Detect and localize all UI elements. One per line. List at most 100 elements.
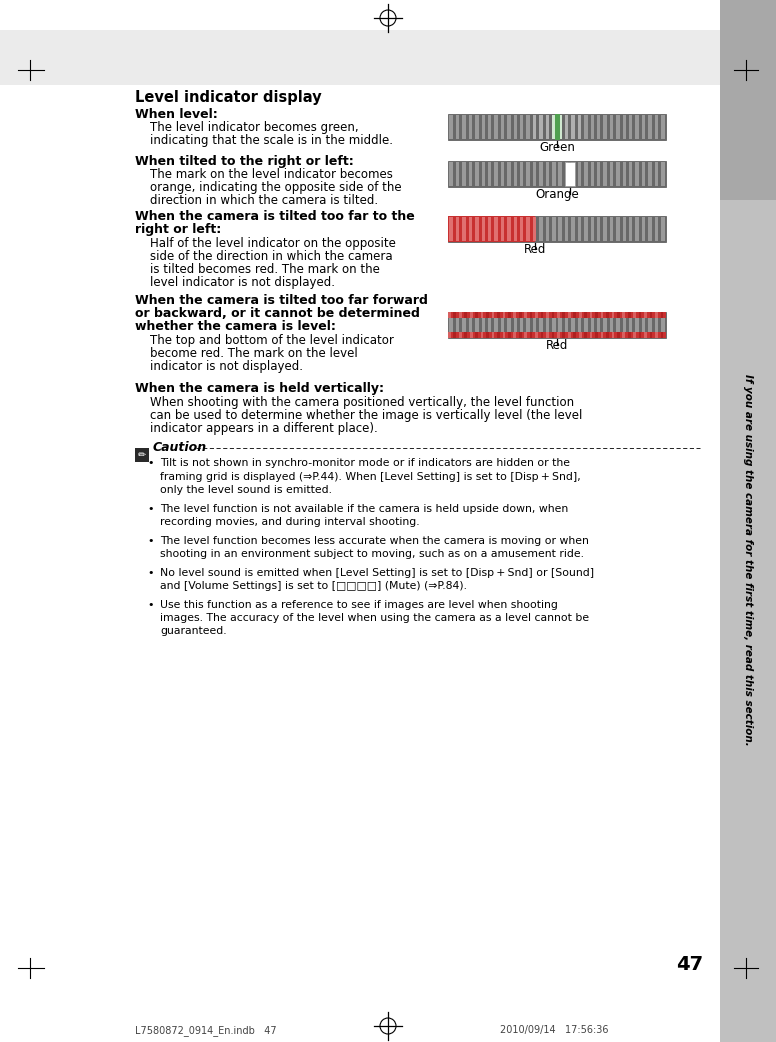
Bar [629, 217, 632, 241]
Bar [462, 115, 466, 139]
Bar [514, 163, 517, 185]
Bar [526, 217, 530, 241]
Bar [530, 332, 532, 338]
Bar [514, 318, 517, 332]
Bar [610, 217, 613, 241]
Bar [488, 318, 491, 332]
Bar [655, 115, 658, 139]
Bar [533, 217, 536, 241]
Bar [591, 318, 594, 332]
Bar [448, 114, 666, 140]
Bar [565, 162, 575, 187]
Bar [449, 318, 453, 332]
Text: framing grid is displayed (⇒P.44). When [Level Setting] is set to [Disp + Snd],: framing grid is displayed (⇒P.44). When … [160, 471, 580, 481]
Bar [650, 332, 653, 338]
Bar [629, 163, 632, 185]
Bar [595, 312, 598, 318]
Text: right or left:: right or left: [135, 223, 221, 235]
Text: Tilt is not shown in synchro-monitor mode or if indicators are hidden or the: Tilt is not shown in synchro-monitor mod… [160, 458, 570, 468]
Bar [135, 448, 149, 462]
Text: •: • [147, 536, 154, 546]
Bar [448, 332, 451, 338]
Bar [655, 312, 658, 318]
Bar [481, 217, 485, 241]
Bar [552, 332, 554, 338]
Bar [584, 312, 587, 318]
Bar [535, 332, 538, 338]
Text: Green: Green [539, 141, 575, 154]
Bar [660, 312, 663, 318]
Bar [661, 115, 664, 139]
Bar [648, 115, 652, 139]
Bar [0, 30, 720, 85]
Bar [597, 217, 601, 241]
Bar [475, 115, 479, 139]
Bar [720, 0, 776, 200]
Bar [464, 312, 467, 318]
Bar [448, 312, 451, 318]
Text: indicator appears in a different place).: indicator appears in a different place). [150, 422, 378, 435]
Bar [559, 115, 562, 139]
Bar [573, 332, 576, 338]
Bar [591, 115, 594, 139]
Bar [456, 115, 459, 139]
Bar [622, 115, 626, 139]
Text: ✏: ✏ [138, 450, 146, 460]
Bar [519, 332, 521, 338]
Bar [448, 216, 535, 242]
Bar [552, 115, 556, 139]
Bar [601, 312, 603, 318]
Text: The level indicator becomes green,: The level indicator becomes green, [150, 121, 359, 134]
Bar [481, 318, 485, 332]
Bar [577, 318, 581, 332]
Text: can be used to determine whether the image is vertically level (the level: can be used to determine whether the ima… [150, 410, 582, 422]
Bar [526, 318, 530, 332]
Bar [597, 115, 601, 139]
Bar [568, 312, 570, 318]
Bar [492, 332, 494, 338]
Bar [546, 318, 549, 332]
Bar [636, 163, 639, 185]
Text: L7580872_0914_En.indb   47: L7580872_0914_En.indb 47 [135, 1025, 276, 1036]
Text: •: • [147, 503, 154, 514]
Bar [571, 217, 575, 241]
Text: only the level sound is emitted.: only the level sound is emitted. [160, 485, 332, 495]
Text: When shooting with the camera positioned vertically, the level function: When shooting with the camera positioned… [150, 396, 574, 410]
Bar [514, 217, 517, 241]
Text: •: • [147, 458, 154, 468]
Text: whether the camera is level:: whether the camera is level: [135, 320, 336, 333]
Text: Red: Red [524, 243, 546, 256]
Bar [462, 163, 466, 185]
Bar [557, 312, 559, 318]
Text: indicating that the scale is in the middle.: indicating that the scale is in the midd… [150, 134, 393, 147]
Text: shooting in an environment subject to moving, such as on a amusement ride.: shooting in an environment subject to mo… [160, 549, 584, 559]
Bar [459, 332, 462, 338]
Text: direction in which the camera is tilted.: direction in which the camera is tilted. [150, 194, 378, 207]
Bar [590, 332, 592, 338]
Bar [597, 318, 601, 332]
Bar [655, 318, 658, 332]
Bar [546, 312, 549, 318]
Bar [469, 115, 473, 139]
Bar [475, 318, 479, 332]
Bar [617, 312, 620, 318]
Bar [559, 318, 562, 332]
Bar [492, 312, 494, 318]
Text: become red. The mark on the level: become red. The mark on the level [150, 347, 358, 359]
Bar [514, 115, 517, 139]
Bar [563, 332, 565, 338]
Bar [655, 332, 658, 338]
Bar [603, 115, 607, 139]
Bar [546, 332, 549, 338]
Bar [633, 312, 636, 318]
Bar [514, 332, 516, 338]
Bar [610, 318, 613, 332]
Bar [584, 115, 587, 139]
Text: Half of the level indicator on the opposite: Half of the level indicator on the oppos… [150, 237, 396, 250]
Bar [520, 115, 524, 139]
Bar [501, 163, 504, 185]
Bar [546, 163, 549, 185]
Bar [539, 318, 542, 332]
Bar [633, 332, 636, 338]
Bar [636, 318, 639, 332]
